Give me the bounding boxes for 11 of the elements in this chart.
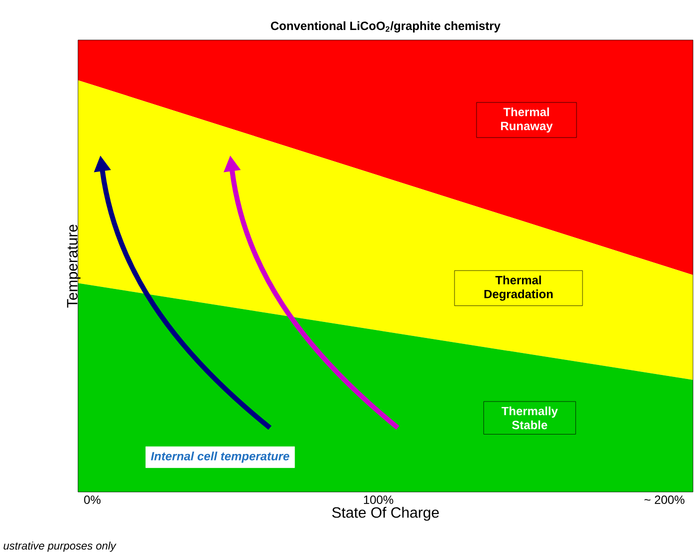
chart-title: Conventional LiCoO$_{2}$/graphite chemistry bbox=[270, 21, 500, 32]
text: ustrative purposes only bbox=[4, 542, 116, 552]
x-tick-label: 100% bbox=[364, 496, 394, 504]
y-axis-title: Temperature bbox=[67, 224, 80, 308]
x-tick-label: ~ 200% bbox=[644, 496, 684, 504]
x-tick-label: 0% bbox=[84, 496, 101, 504]
annotation: Thermal Degradation bbox=[484, 276, 553, 301]
annotation: Internal cell temperature bbox=[150, 452, 290, 463]
annotation: Thermal Runaway bbox=[501, 107, 553, 133]
annotation: Thermally Stable bbox=[502, 406, 558, 430]
x-axis-title: State Of Charge bbox=[332, 506, 439, 521]
